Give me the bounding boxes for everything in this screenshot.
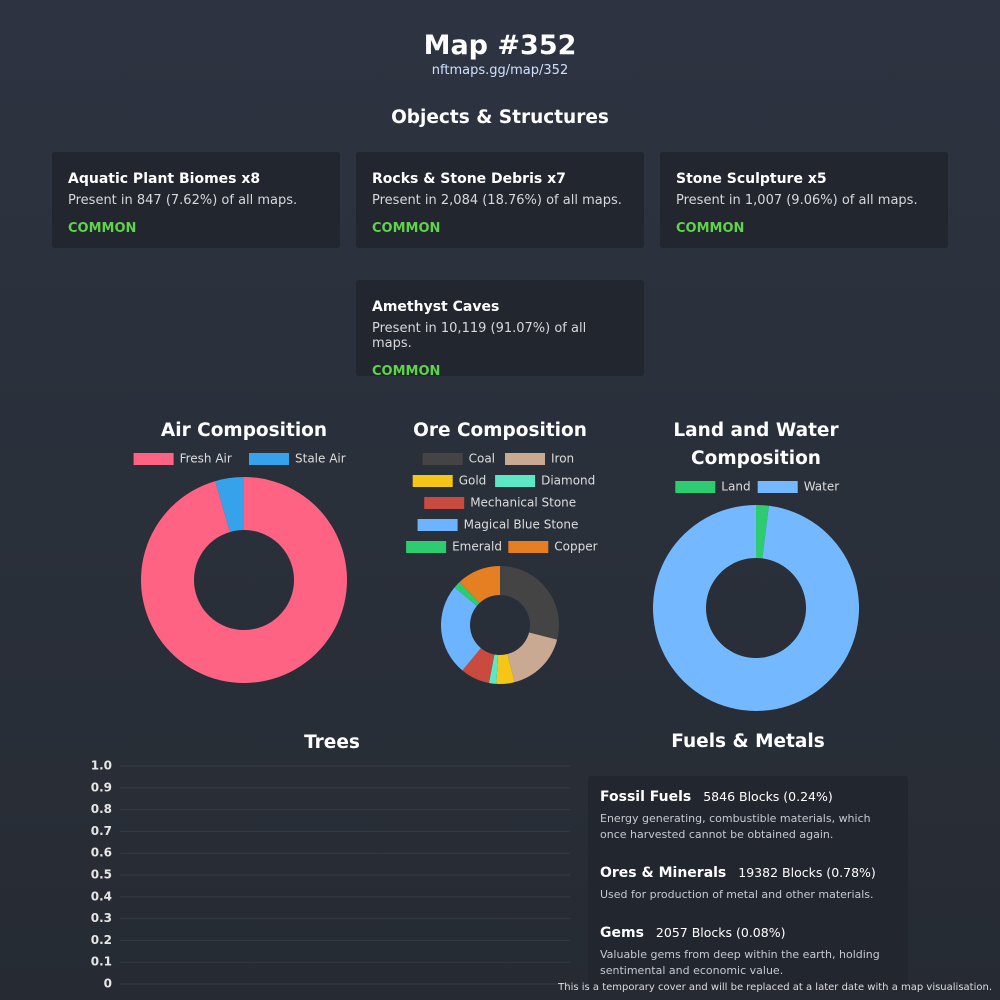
y-tick-label: 0.5 — [91, 868, 112, 882]
y-tick-label: 0.1 — [91, 955, 112, 969]
header: Map #352 nftmaps.gg/map/352 — [0, 30, 1000, 78]
card-rarity: COMMON — [68, 221, 137, 236]
card-title: Amethyst Caves — [372, 299, 500, 315]
card-title: Rocks & Stone Debris x7 — [372, 171, 566, 187]
legend-label: Mechanical Stone — [470, 496, 576, 510]
fuel-header: Gems 2057 Blocks (0.08%) — [600, 922, 896, 941]
fuel-amount: 2057 Blocks (0.08%) — [655, 925, 786, 940]
donut-segment — [441, 587, 481, 671]
donut-segment — [454, 581, 480, 606]
card-rarity: COMMON — [372, 221, 441, 236]
section-title: Objects & Structures — [391, 107, 609, 128]
y-tick-label: 0.2 — [91, 933, 112, 947]
legend-swatch — [495, 475, 536, 487]
legend-label: Diamond — [541, 474, 595, 488]
map-title: Map #352 — [423, 30, 577, 61]
fuel-card: Ores & Minerals 19382 Blocks (0.78%) Used … — [588, 852, 908, 913]
fuel-header: Fossil Fuels 5846 Blocks (0.24%) — [600, 786, 896, 805]
legend-label: Land — [721, 480, 750, 494]
fuel-name: Ores & Minerals — [600, 865, 727, 881]
fuel-name: Gems — [600, 925, 644, 941]
legend-swatch — [249, 453, 289, 465]
legend-label: Water — [804, 480, 840, 494]
legend-label: Iron — [551, 452, 574, 466]
legend-label: Magical Blue Stone — [464, 518, 579, 532]
y-tick-label: 0.8 — [91, 802, 112, 816]
fuel-description: Energy generating, combustible materials… — [600, 812, 871, 841]
legend-label: Coal — [469, 452, 495, 466]
donut-segment — [652, 505, 859, 711]
object-card: Rocks & Stone Debris x7 Present in 2,084 … — [356, 152, 644, 248]
fuel-amount: 5846 Blocks (0.24%) — [703, 789, 833, 804]
card-description: Present in 10,119 (91.07%) of all maps. — [372, 321, 587, 351]
fuel-description: Valuable gems from deep within the earth… — [600, 948, 880, 977]
fuel-amount: 19382 Blocks (0.78%) — [738, 865, 876, 880]
donut-segment — [140, 477, 347, 684]
legend-swatch — [424, 497, 465, 509]
section-title: Fuels & Metals — [671, 731, 825, 752]
legend-swatch — [406, 541, 447, 553]
donut-segment — [496, 654, 515, 685]
donut-segment — [462, 648, 495, 683]
y-tick-label: 0 — [104, 977, 112, 991]
donut-segment — [507, 632, 558, 683]
card-description: Present in 2,084 (18.76%) of all maps. — [372, 193, 622, 208]
fuel-description: Used for production of metal and other m… — [600, 888, 874, 901]
y-tick-label: 0.7 — [91, 824, 112, 838]
donut-segment — [500, 566, 559, 640]
fuel-header: Ores & Minerals 19382 Blocks (0.78%) — [600, 862, 896, 881]
object-card: Aquatic Plant Biomes x8 Present in 847 (7… — [52, 152, 340, 248]
card-rarity: COMMON — [372, 364, 441, 379]
legend-label: Fresh Air — [180, 452, 232, 466]
card-title: Aquatic Plant Biomes x8 — [68, 171, 261, 187]
y-tick-label: 0.4 — [91, 889, 112, 903]
footer: This is a temporary cover and will be re… — [558, 982, 992, 993]
legend-swatch — [508, 541, 549, 553]
card-title: Stone Sculpture x5 — [676, 171, 827, 187]
chart-title: Ore Composition — [413, 420, 587, 441]
map-link[interactable]: nftmaps.gg/map/352 — [431, 63, 569, 78]
object-card: Stone Sculpture x5 Present in 1,007 (9.06… — [660, 152, 948, 248]
card-description: Present in 847 (7.62%) of all maps. — [68, 193, 298, 208]
legend-swatch — [422, 453, 463, 465]
fuel-card: Gems 2057 Blocks (0.08%) Valuable gems fro… — [588, 912, 908, 989]
legend-swatch — [757, 481, 798, 493]
donut-segment — [215, 477, 244, 532]
y-tick-label: 0.9 — [91, 780, 112, 794]
legend-swatch — [133, 453, 174, 465]
y-tick-label: 1.0 — [91, 759, 112, 773]
legend-swatch — [505, 453, 545, 465]
legend-label: Copper — [554, 540, 597, 554]
card-rarity: COMMON — [676, 221, 745, 236]
chart-title: Land and Water Composition — [673, 420, 839, 469]
legend-label: Emerald — [452, 540, 502, 554]
y-tick-label: 0.6 — [91, 846, 112, 860]
donut-segment — [488, 654, 499, 684]
y-tick-label: 0.3 — [91, 911, 112, 925]
fuel-card: Fossil Fuels 5846 Blocks (0.24%) Energy ge… — [588, 776, 908, 853]
legend-label: Gold — [459, 474, 487, 488]
chart-title: Air Composition — [160, 420, 328, 441]
legend-swatch — [417, 519, 458, 531]
object-card: Amethyst Caves Present in 10,119 (91.07%)… — [356, 280, 644, 379]
donut-segment — [459, 566, 500, 604]
legend-label: Stale Air — [295, 452, 346, 466]
fuel-name: Fossil Fuels — [600, 789, 692, 805]
chart-title: Trees — [304, 732, 360, 753]
card-description: Present in 1,007 (9.06%) of all maps. — [676, 193, 918, 208]
donut-segment — [756, 505, 769, 559]
legend-swatch — [412, 475, 453, 487]
legend-swatch — [675, 481, 716, 493]
